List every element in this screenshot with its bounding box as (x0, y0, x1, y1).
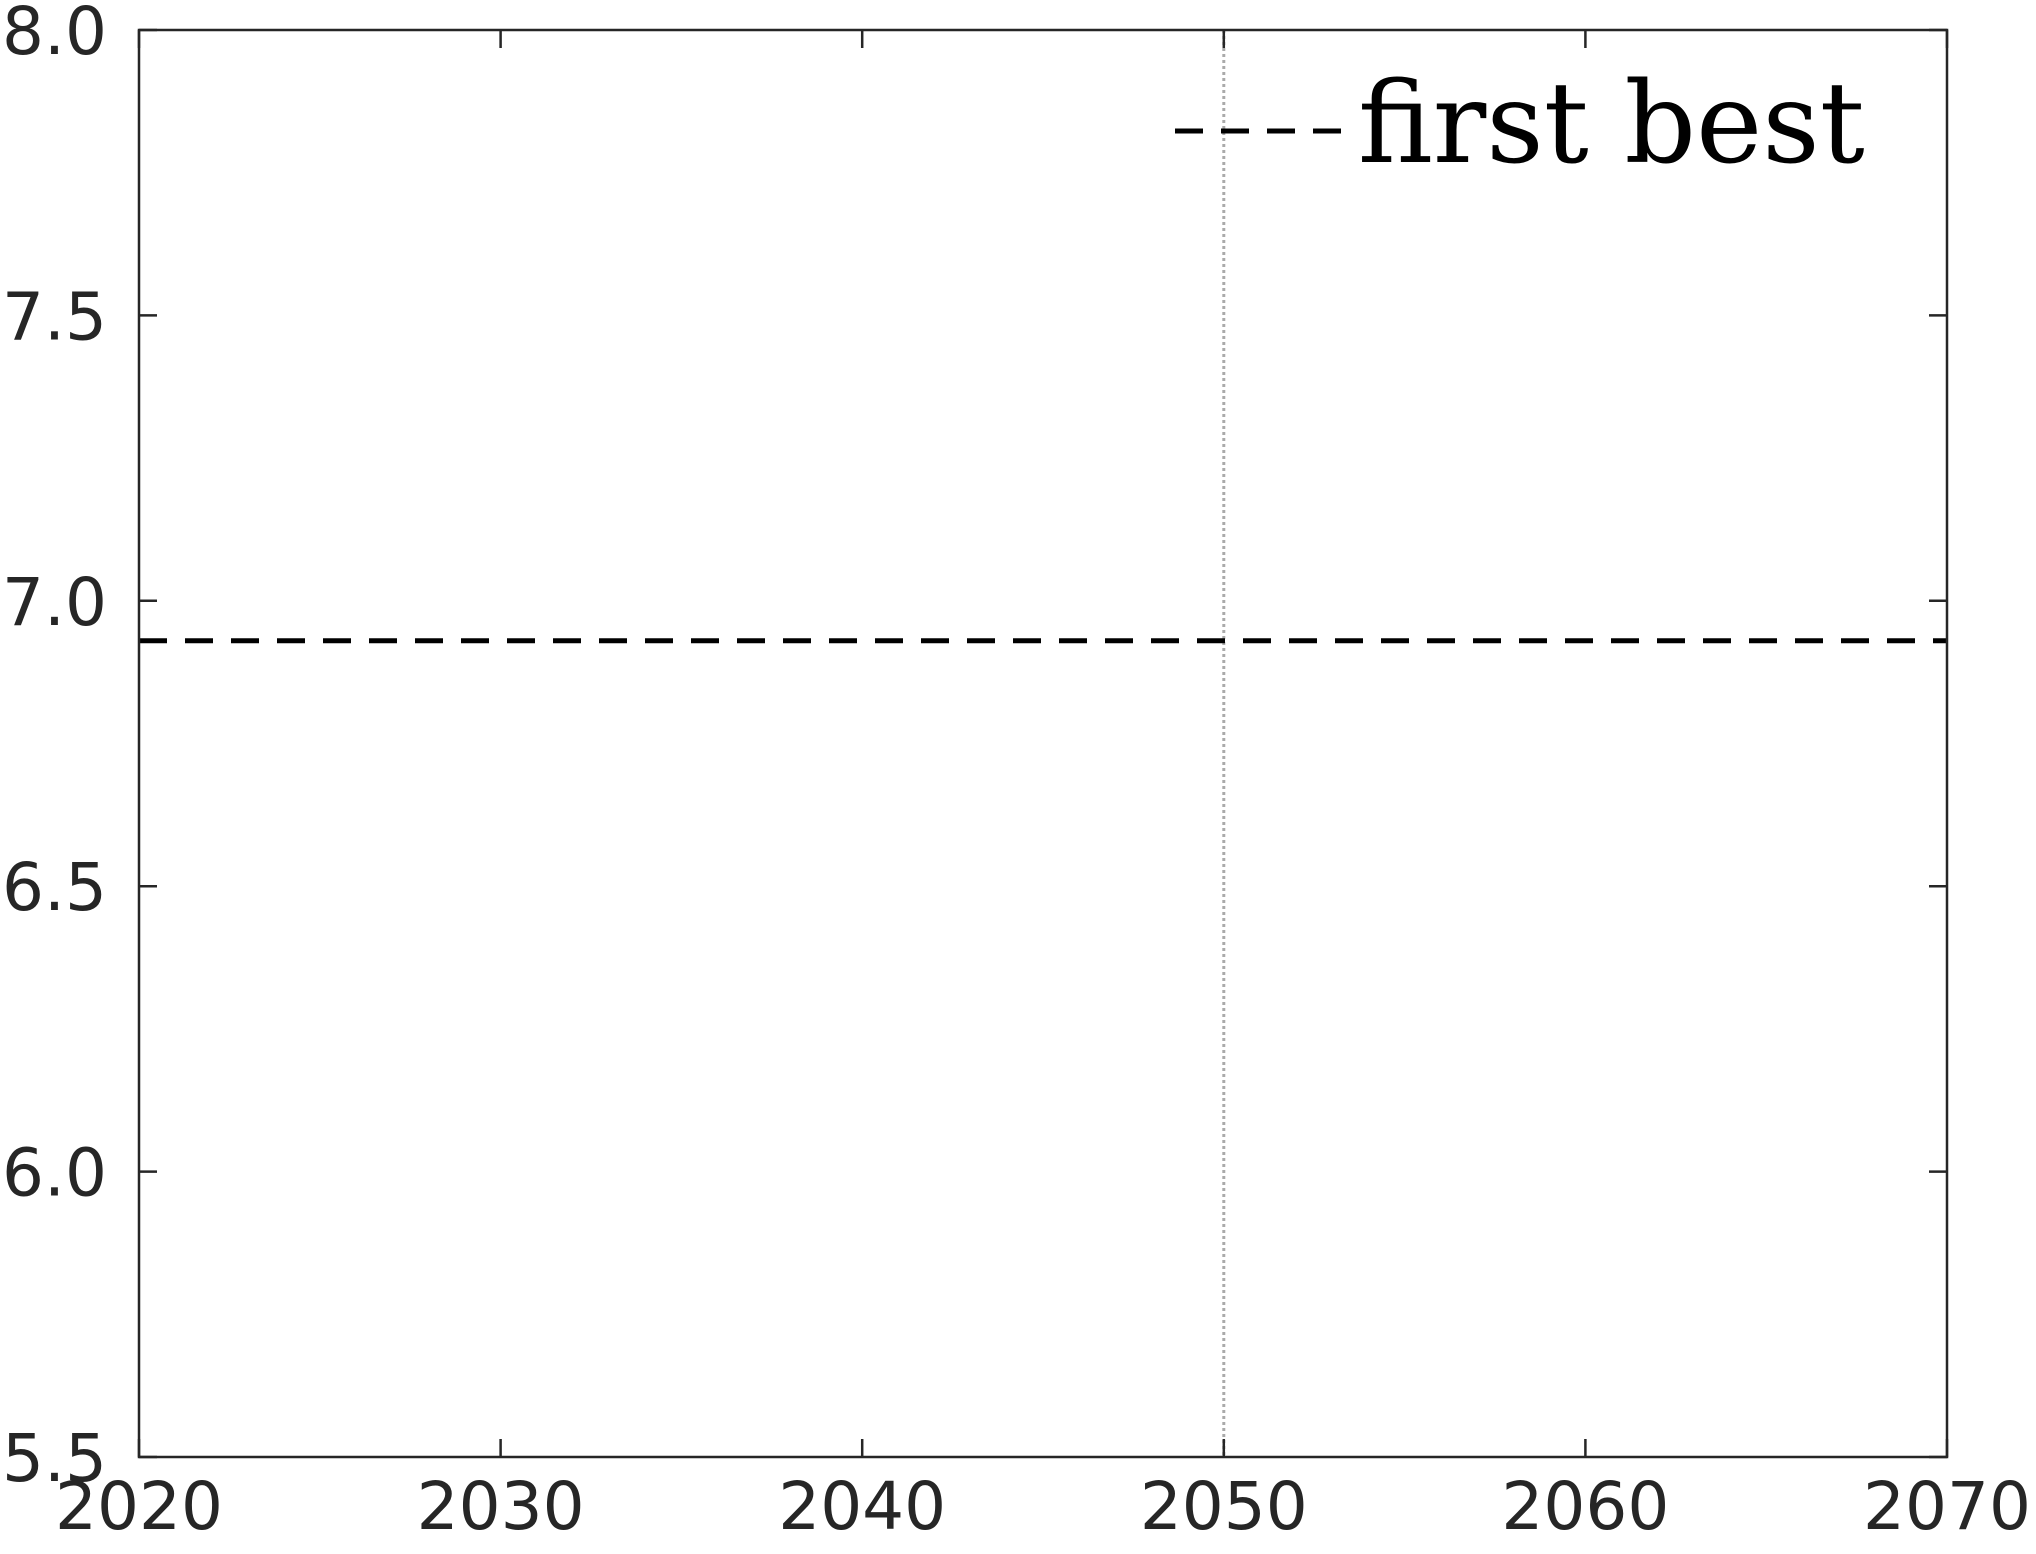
x-tick-label: 2040 (778, 1468, 946, 1545)
y-tick-label: 6.0 (2, 1135, 107, 1212)
legend: first best (1175, 59, 1865, 189)
y-tick-label: 6.5 (2, 849, 107, 926)
y-tick-labels: 5.5 6.0 6.5 7.0 7.5 8.0 (2, 0, 107, 1497)
x-tick-label: 2030 (417, 1468, 585, 1545)
y-tick-label: 8.0 (2, 0, 107, 70)
y-tick-label: 7.5 (2, 278, 107, 355)
legend-label-first-best: first best (1358, 59, 1865, 189)
plot-frame (137, 28, 1949, 1459)
x-tick-label: 2070 (1863, 1468, 2031, 1545)
y-tick-label: 5.5 (2, 1420, 107, 1497)
x-tick-label: 2050 (1140, 1468, 1308, 1545)
x-tick-label: 2020 (55, 1468, 223, 1545)
y-tick-label: 7.0 (2, 564, 107, 641)
x-tick-labels: 2020 2030 2040 2050 2060 2070 (55, 1468, 2031, 1545)
x-tick-label: 2060 (1501, 1468, 1669, 1545)
